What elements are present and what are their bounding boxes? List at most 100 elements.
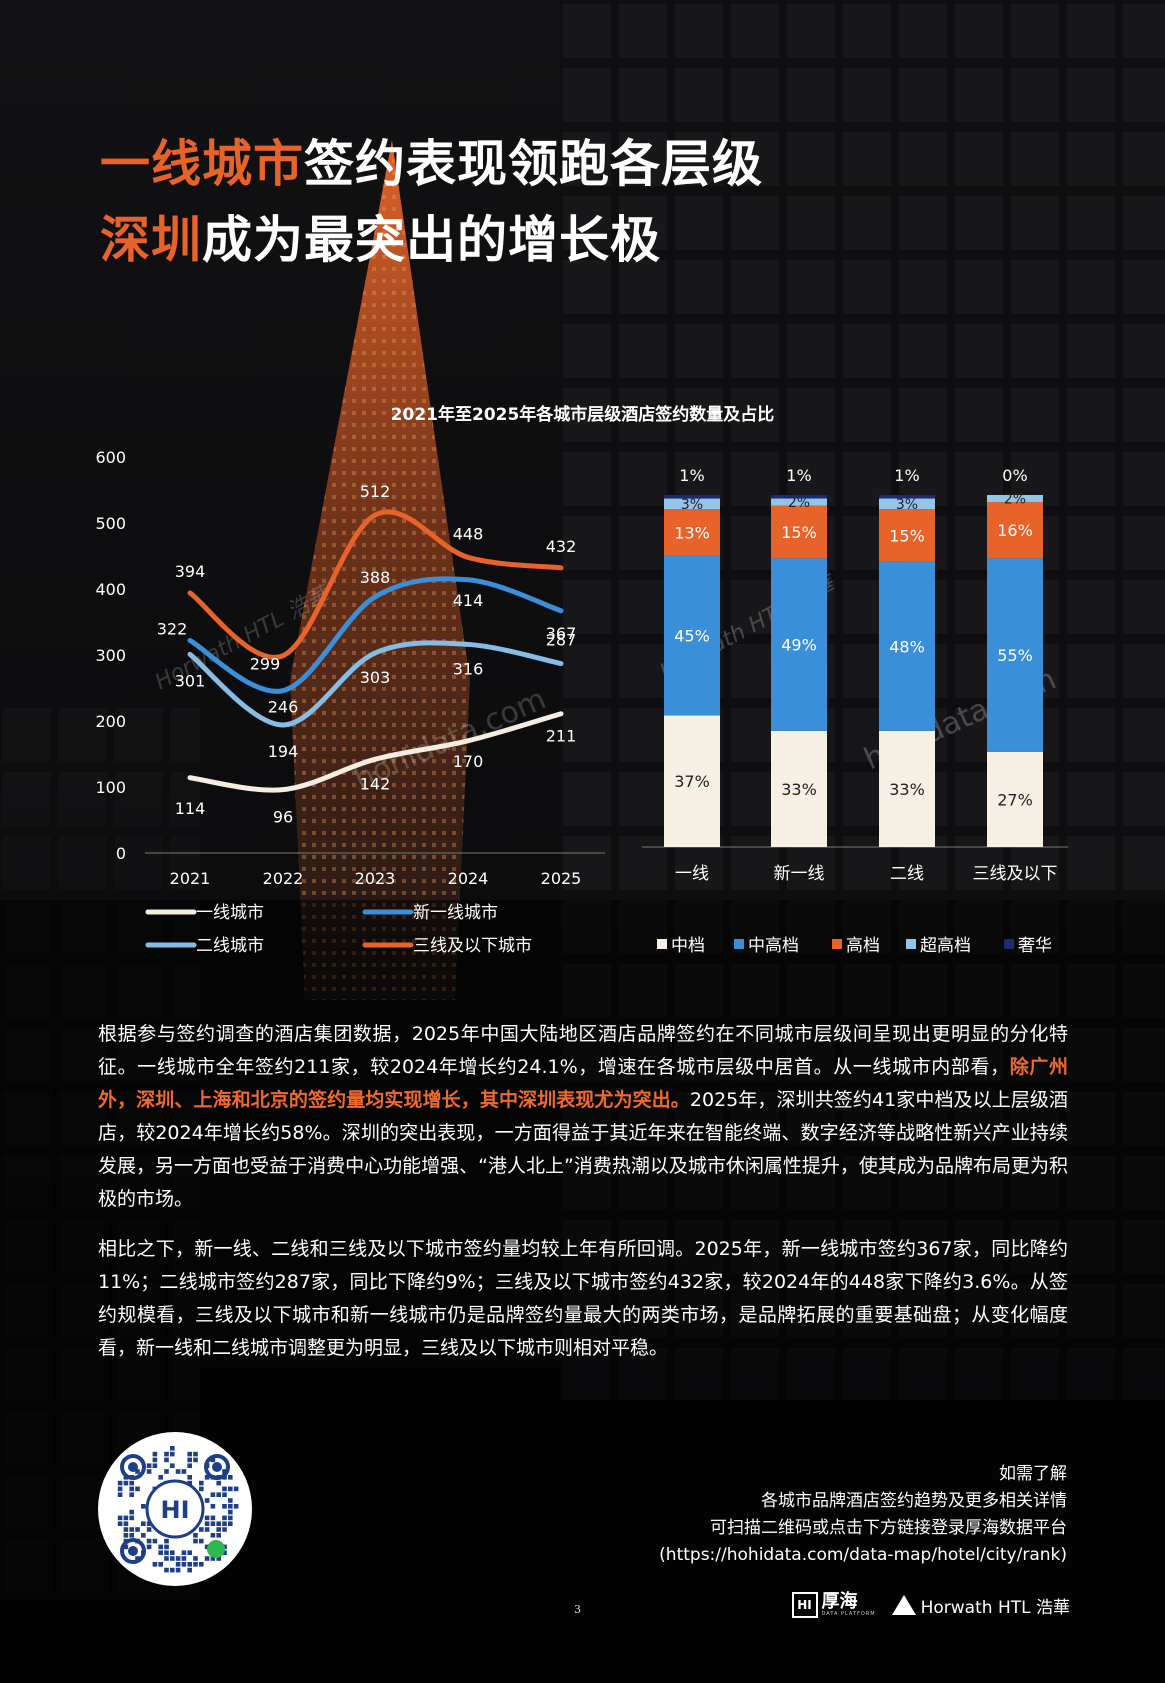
series-line bbox=[187, 509, 564, 660]
data-label: 301 bbox=[175, 671, 206, 690]
bar-legend-swatch bbox=[832, 939, 842, 949]
qr-module bbox=[222, 1486, 227, 1492]
y-tick-label: 400 bbox=[95, 580, 126, 599]
qr-module bbox=[193, 1556, 198, 1561]
qr-module bbox=[135, 1527, 140, 1532]
qr-module bbox=[222, 1469, 227, 1474]
qr-note-line3: 可扫描二维码或点击下方链接登录厚海数据平台 bbox=[710, 1518, 1067, 1538]
bar-segment bbox=[879, 495, 935, 499]
bar-data-label: 2% bbox=[1004, 492, 1026, 508]
bar-segment bbox=[771, 505, 827, 559]
qr-center-logo bbox=[145, 1479, 205, 1539]
qr-module bbox=[181, 1550, 187, 1555]
hohi-name: 厚海 bbox=[821, 1591, 858, 1612]
qr-center-mark: HI bbox=[160, 1496, 189, 1524]
bar-segment bbox=[987, 751, 1043, 847]
qr-module bbox=[222, 1515, 227, 1521]
legend-label: 一线城市 bbox=[196, 903, 264, 923]
qr-module bbox=[152, 1451, 158, 1457]
legend-label: 新一线城市 bbox=[413, 903, 498, 923]
qr-note-link[interactable]: (https://hohidata.com/data-map/hotel/cit… bbox=[659, 1545, 1067, 1565]
horwath-triangle-icon bbox=[891, 1595, 916, 1615]
qr-module bbox=[164, 1451, 169, 1457]
data-label: 287 bbox=[546, 631, 577, 650]
data-label: 142 bbox=[360, 774, 391, 793]
data-label: 448 bbox=[453, 524, 484, 543]
bar-segment bbox=[771, 730, 827, 847]
qr-module bbox=[204, 1515, 210, 1521]
qr-module bbox=[129, 1515, 134, 1521]
qr-module bbox=[129, 1533, 134, 1538]
qr-module bbox=[204, 1521, 210, 1526]
horwath-logo: Horwath HTL 浩華 bbox=[891, 1593, 1070, 1618]
bar-segment bbox=[664, 495, 720, 499]
y-tick-label: 500 bbox=[95, 514, 126, 533]
data-label: 303 bbox=[360, 668, 391, 687]
bar-data-label: 49% bbox=[781, 636, 817, 655]
series-line bbox=[187, 711, 564, 793]
data-label: 394 bbox=[175, 562, 206, 581]
bar-segment bbox=[771, 558, 827, 731]
qr-module bbox=[123, 1521, 129, 1526]
qr-module bbox=[199, 1562, 204, 1567]
bar-segment bbox=[664, 715, 720, 847]
qr-module bbox=[204, 1527, 210, 1532]
y-tick-label: 600 bbox=[95, 448, 126, 467]
bar-legend-label: 高档 bbox=[846, 936, 880, 956]
qr-module bbox=[187, 1457, 192, 1463]
bar-segment bbox=[987, 558, 1043, 752]
bar-data-label: 1% bbox=[786, 466, 811, 485]
series-line bbox=[187, 576, 564, 694]
paragraph-2: 相比之下，新一线、二线和三线及以下城市签约量均较上年有所回调。2025年，新一线… bbox=[98, 1238, 1068, 1359]
qr-finder-dot bbox=[128, 1546, 138, 1556]
qr-module bbox=[129, 1509, 134, 1515]
qr-code[interactable]: HI bbox=[98, 1432, 252, 1586]
qr-module bbox=[129, 1480, 134, 1486]
qr-module bbox=[193, 1533, 198, 1538]
bar-data-label: 45% bbox=[674, 626, 710, 645]
qr-note-line1: 如需了解 bbox=[999, 1464, 1067, 1484]
data-label: 322 bbox=[157, 619, 188, 638]
qr-module bbox=[216, 1492, 221, 1497]
qr-module bbox=[152, 1562, 158, 1567]
qr-module bbox=[228, 1504, 233, 1509]
qr-module bbox=[199, 1480, 204, 1486]
qr-module bbox=[187, 1562, 192, 1567]
qr-module bbox=[164, 1556, 169, 1561]
bar-segment bbox=[879, 498, 935, 510]
qr-wechat-icon bbox=[207, 1540, 225, 1558]
bar-segment bbox=[987, 502, 1043, 559]
bar-data-label: 55% bbox=[997, 646, 1033, 665]
qr-module bbox=[222, 1504, 227, 1509]
qr-module bbox=[187, 1463, 192, 1468]
qr-module bbox=[210, 1533, 216, 1538]
bar-data-label: 48% bbox=[889, 637, 925, 656]
bar-data-label: 27% bbox=[997, 790, 1033, 809]
paragraph-1-part-b: 2025年，深圳共签约41家中档及以上层级酒店，较2024年增长约58%。深圳的… bbox=[98, 1089, 1068, 1210]
x-tick-label: 2022 bbox=[263, 869, 304, 888]
bar-legend-swatch bbox=[1004, 939, 1014, 949]
paragraph-1-highlight: 除广州外，深圳、上海和北京的签约量均实现增长，其中深圳表现尤为突出。 bbox=[98, 1056, 1068, 1111]
qr-note: 如需了解 各城市品牌酒店签约趋势及更多相关详情 可扫描二维码或点击下方链接登录厚… bbox=[659, 1461, 1067, 1569]
data-label: 246 bbox=[268, 698, 299, 717]
legend-label: 二线城市 bbox=[196, 936, 264, 956]
qr-module bbox=[228, 1475, 233, 1480]
qr-module bbox=[233, 1504, 239, 1509]
data-label: 512 bbox=[360, 482, 391, 501]
y-tick-label: 100 bbox=[95, 778, 126, 797]
qr-module bbox=[216, 1556, 221, 1561]
qr-module bbox=[146, 1538, 152, 1544]
data-label: 316 bbox=[453, 659, 484, 678]
bar-data-label: 15% bbox=[781, 523, 817, 542]
bar-data-label: 33% bbox=[781, 780, 817, 799]
horwath-name: Horwath HTL 浩華 bbox=[920, 1597, 1070, 1618]
body-text: 根据参与签约调查的酒店集团数据，2025年中国大陆地区酒店品牌签约在不同城市层级… bbox=[98, 1018, 1068, 1382]
qr-module bbox=[123, 1480, 129, 1486]
x-tick-label: 2025 bbox=[541, 869, 582, 888]
qr-module bbox=[170, 1451, 175, 1457]
qr-module bbox=[204, 1498, 210, 1503]
qr-module bbox=[193, 1457, 198, 1463]
paragraph-1-part-a: 根据参与签约调查的酒店集团数据，2025年中国大陆地区酒店品牌签约在不同城市层级… bbox=[98, 1023, 1068, 1078]
title-rest-1: 签约表现领跑各层级 bbox=[304, 134, 763, 193]
qr-module bbox=[187, 1475, 192, 1480]
